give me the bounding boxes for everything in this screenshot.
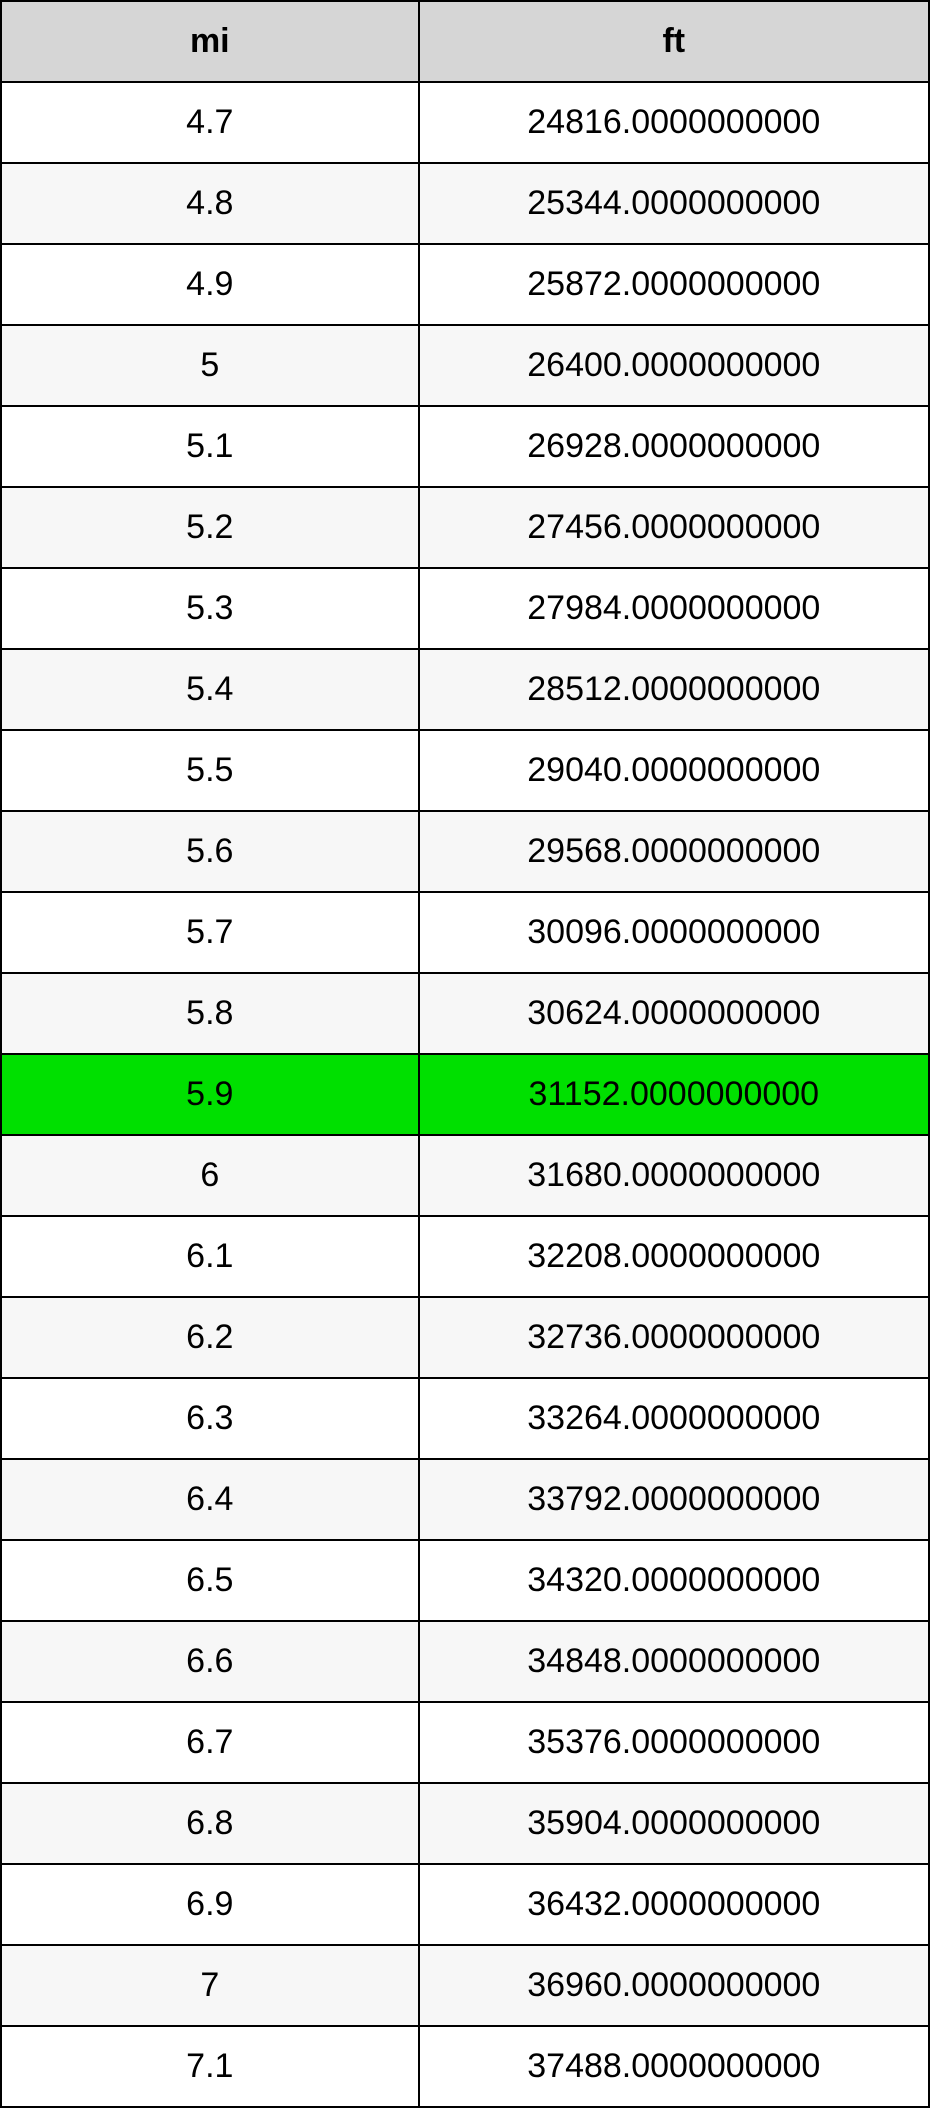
cell-mi: 6.1 [1,1216,419,1297]
cell-mi: 6 [1,1135,419,1216]
table-row: 5.3 27984.0000000000 [1,568,929,649]
cell-ft: 32736.0000000000 [419,1297,929,1378]
cell-ft: 29568.0000000000 [419,811,929,892]
cell-ft: 24816.0000000000 [419,82,929,163]
cell-ft: 26928.0000000000 [419,406,929,487]
table-row: 6.3 33264.0000000000 [1,1378,929,1459]
cell-ft: 34848.0000000000 [419,1621,929,1702]
cell-ft: 26400.0000000000 [419,325,929,406]
table-row: 6.2 32736.0000000000 [1,1297,929,1378]
cell-mi: 5.7 [1,892,419,973]
cell-mi: 6.3 [1,1378,419,1459]
table-row: 5.7 30096.0000000000 [1,892,929,973]
cell-ft: 30624.0000000000 [419,973,929,1054]
cell-ft: 36432.0000000000 [419,1864,929,1945]
cell-mi: 6.7 [1,1702,419,1783]
table-row: 7.1 37488.0000000000 [1,2026,929,2107]
cell-ft: 29040.0000000000 [419,730,929,811]
table-row: 5.8 30624.0000000000 [1,973,929,1054]
table-row: 4.8 25344.0000000000 [1,163,929,244]
cell-mi: 5.4 [1,649,419,730]
cell-ft: 27456.0000000000 [419,487,929,568]
cell-mi: 6.2 [1,1297,419,1378]
cell-ft: 31680.0000000000 [419,1135,929,1216]
table-row: 6.4 33792.0000000000 [1,1459,929,1540]
table-row: 6.7 35376.0000000000 [1,1702,929,1783]
cell-ft: 33264.0000000000 [419,1378,929,1459]
cell-mi: 6.8 [1,1783,419,1864]
cell-ft: 25344.0000000000 [419,163,929,244]
cell-ft: 30096.0000000000 [419,892,929,973]
cell-mi: 6.9 [1,1864,419,1945]
cell-ft: 34320.0000000000 [419,1540,929,1621]
cell-mi: 6.6 [1,1621,419,1702]
cell-mi: 5.6 [1,811,419,892]
cell-mi: 5.8 [1,973,419,1054]
column-header-ft: ft [419,1,929,82]
conversion-table: mi ft 4.7 24816.0000000000 4.8 25344.000… [0,0,930,2108]
cell-mi: 4.8 [1,163,419,244]
cell-mi: 6.5 [1,1540,419,1621]
table-row: 6.8 35904.0000000000 [1,1783,929,1864]
table-row: 5.4 28512.0000000000 [1,649,929,730]
cell-ft: 37488.0000000000 [419,2026,929,2107]
table-row: 6.1 32208.0000000000 [1,1216,929,1297]
column-header-mi: mi [1,1,419,82]
table-row: 5 26400.0000000000 [1,325,929,406]
cell-mi: 5.9 [1,1054,419,1135]
table-row: 5.2 27456.0000000000 [1,487,929,568]
cell-ft: 35904.0000000000 [419,1783,929,1864]
cell-mi: 5.3 [1,568,419,649]
cell-mi: 5 [1,325,419,406]
table-header-row: mi ft [1,1,929,82]
table-row: 6.9 36432.0000000000 [1,1864,929,1945]
cell-mi: 4.7 [1,82,419,163]
cell-ft: 35376.0000000000 [419,1702,929,1783]
table-row: 7 36960.0000000000 [1,1945,929,2026]
cell-mi: 5.2 [1,487,419,568]
cell-ft: 27984.0000000000 [419,568,929,649]
table-row: 6.5 34320.0000000000 [1,1540,929,1621]
table-row: 6 31680.0000000000 [1,1135,929,1216]
table-row: 6.6 34848.0000000000 [1,1621,929,1702]
cell-ft: 32208.0000000000 [419,1216,929,1297]
cell-ft: 25872.0000000000 [419,244,929,325]
cell-ft: 36960.0000000000 [419,1945,929,2026]
table-row: 4.7 24816.0000000000 [1,82,929,163]
cell-mi: 7.1 [1,2026,419,2107]
table-row: 4.9 25872.0000000000 [1,244,929,325]
cell-mi: 5.1 [1,406,419,487]
cell-mi: 6.4 [1,1459,419,1540]
cell-mi: 5.5 [1,730,419,811]
table-row: 5.6 29568.0000000000 [1,811,929,892]
table-row: 5.1 26928.0000000000 [1,406,929,487]
cell-mi: 7 [1,1945,419,2026]
table-row-highlighted: 5.9 31152.0000000000 [1,1054,929,1135]
table-row: 5.5 29040.0000000000 [1,730,929,811]
cell-mi: 4.9 [1,244,419,325]
cell-ft: 33792.0000000000 [419,1459,929,1540]
table-body: 4.7 24816.0000000000 4.8 25344.000000000… [1,82,929,2107]
cell-ft: 31152.0000000000 [419,1054,929,1135]
cell-ft: 28512.0000000000 [419,649,929,730]
